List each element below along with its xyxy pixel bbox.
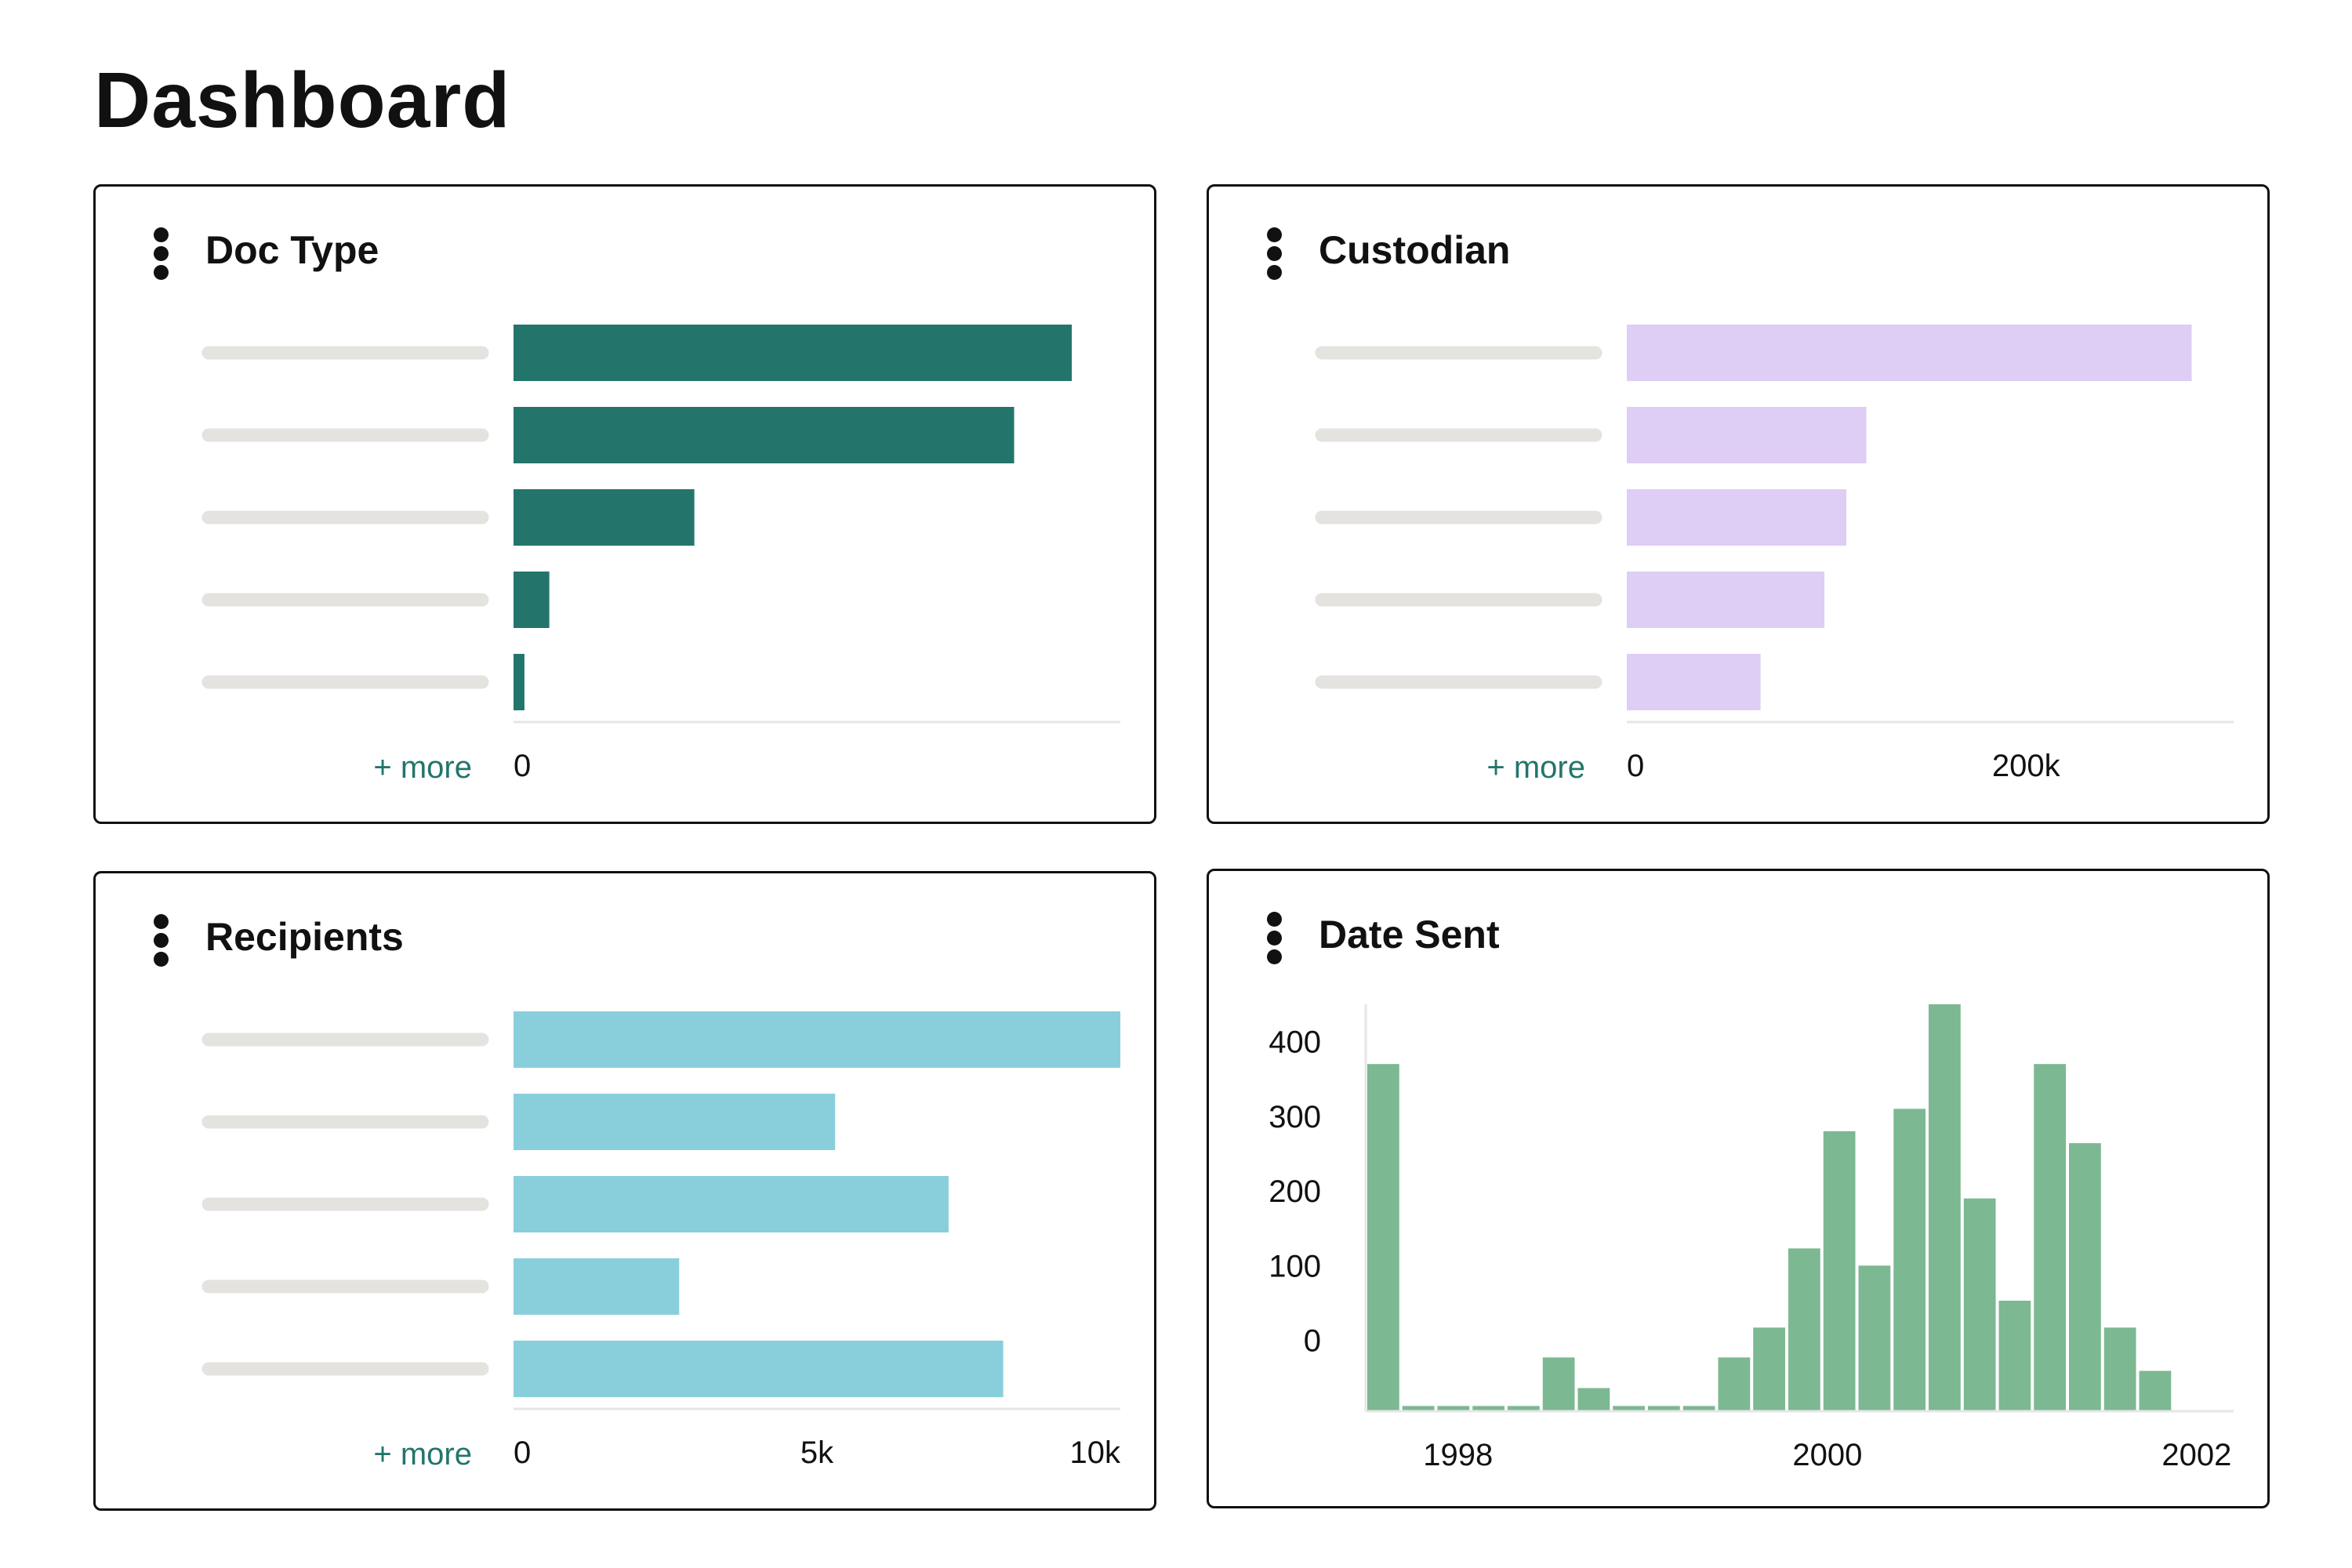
histogram-bar[interactable]: [1648, 1406, 1680, 1411]
histogram-bar[interactable]: [2069, 1143, 2101, 1411]
doc-type-card: Doc Type 0 + more: [93, 184, 1156, 824]
bar[interactable]: [514, 1011, 1120, 1068]
custodian-card: Custodian 0 200k + more: [1207, 184, 2270, 824]
kebab-menu-icon[interactable]: [1265, 910, 1284, 965]
histogram-bar[interactable]: [1753, 1327, 1786, 1411]
doc-type-chart: 0 + more: [201, 325, 1120, 785]
bar[interactable]: [514, 1341, 1004, 1397]
histogram-bar[interactable]: [1823, 1131, 1856, 1411]
card-title: Doc Type: [205, 228, 379, 272]
kebab-menu-icon[interactable]: [1265, 226, 1284, 281]
histogram-bar[interactable]: [2103, 1327, 2136, 1411]
bar[interactable]: [514, 407, 1014, 463]
x-tick-label: 200k: [1992, 749, 2061, 783]
histogram-bar[interactable]: [1472, 1406, 1505, 1411]
bar[interactable]: [514, 1094, 836, 1150]
card-title: Date Sent: [1319, 913, 1500, 956]
histogram-bar[interactable]: [1998, 1301, 2031, 1411]
kebab-menu-icon[interactable]: [152, 913, 171, 967]
custodian-chart: 0 200k + more: [1315, 325, 2234, 785]
histogram-bar[interactable]: [1577, 1388, 1610, 1411]
histogram-bar[interactable]: [1542, 1357, 1575, 1411]
bar[interactable]: [514, 1176, 949, 1232]
x-tick-label: 2000: [1792, 1438, 1862, 1472]
bar[interactable]: [1627, 489, 1847, 546]
bar[interactable]: [1627, 325, 2192, 381]
bar[interactable]: [1627, 407, 1867, 463]
bar[interactable]: [514, 1258, 680, 1315]
page-title: Dashboard: [94, 56, 511, 144]
more-link[interactable]: + more: [373, 750, 472, 785]
bar[interactable]: [1627, 654, 1761, 710]
card-title: Recipients: [205, 915, 404, 959]
x-tick-label: 1998: [1423, 1438, 1493, 1472]
histogram-bar[interactable]: [2139, 1370, 2172, 1411]
x-tick-label: 10k: [1070, 1436, 1121, 1470]
histogram-bar[interactable]: [2034, 1064, 2067, 1411]
histogram-bar[interactable]: [1613, 1406, 1646, 1411]
bar[interactable]: [514, 489, 695, 546]
histogram-bar[interactable]: [1893, 1109, 1926, 1411]
bar[interactable]: [1627, 572, 1825, 628]
y-tick-label: 300: [1269, 1100, 1321, 1134]
x-tick-label: 5k: [800, 1436, 834, 1470]
histogram-bar[interactable]: [1929, 1004, 1961, 1411]
x-tick-label: 2002: [2161, 1438, 2231, 1472]
y-tick-label: 200: [1269, 1174, 1321, 1209]
y-tick-label: 0: [1304, 1324, 1321, 1359]
histogram-bar[interactable]: [1963, 1198, 1996, 1411]
histogram-bar[interactable]: [1682, 1406, 1715, 1411]
recipients-chart: 0 5k 10k + more: [201, 1011, 1121, 1472]
x-tick-label: 0: [1627, 749, 1644, 783]
histogram-bar[interactable]: [1718, 1357, 1751, 1411]
bar[interactable]: [514, 325, 1073, 381]
x-tick-label: 0: [514, 749, 531, 783]
bar[interactable]: [514, 572, 550, 628]
more-link[interactable]: + more: [1486, 750, 1585, 785]
histogram-bar[interactable]: [1858, 1265, 1891, 1411]
histogram-bar[interactable]: [1508, 1406, 1540, 1411]
kebab-menu-icon[interactable]: [152, 226, 171, 281]
histogram-bar[interactable]: [1437, 1406, 1470, 1411]
x-tick-label: 0: [514, 1436, 531, 1470]
histogram-bar[interactable]: [1402, 1406, 1435, 1411]
bar[interactable]: [514, 654, 524, 710]
histogram-bar[interactable]: [1788, 1248, 1820, 1411]
y-tick-label: 100: [1269, 1249, 1321, 1283]
more-link[interactable]: + more: [373, 1437, 472, 1472]
card-title: Custodian: [1319, 228, 1511, 272]
date-sent-chart: 0 100 200 300 400 1998 2000 2002: [1269, 1004, 2234, 1472]
y-tick-label: 400: [1269, 1025, 1321, 1060]
recipients-card: Recipients 0 5k 10k + more: [93, 871, 1156, 1511]
date-sent-card: Date Sent 0 100 200 300 400 1998 2000 2002: [1207, 869, 2270, 1508]
histogram-bar[interactable]: [1367, 1064, 1399, 1411]
